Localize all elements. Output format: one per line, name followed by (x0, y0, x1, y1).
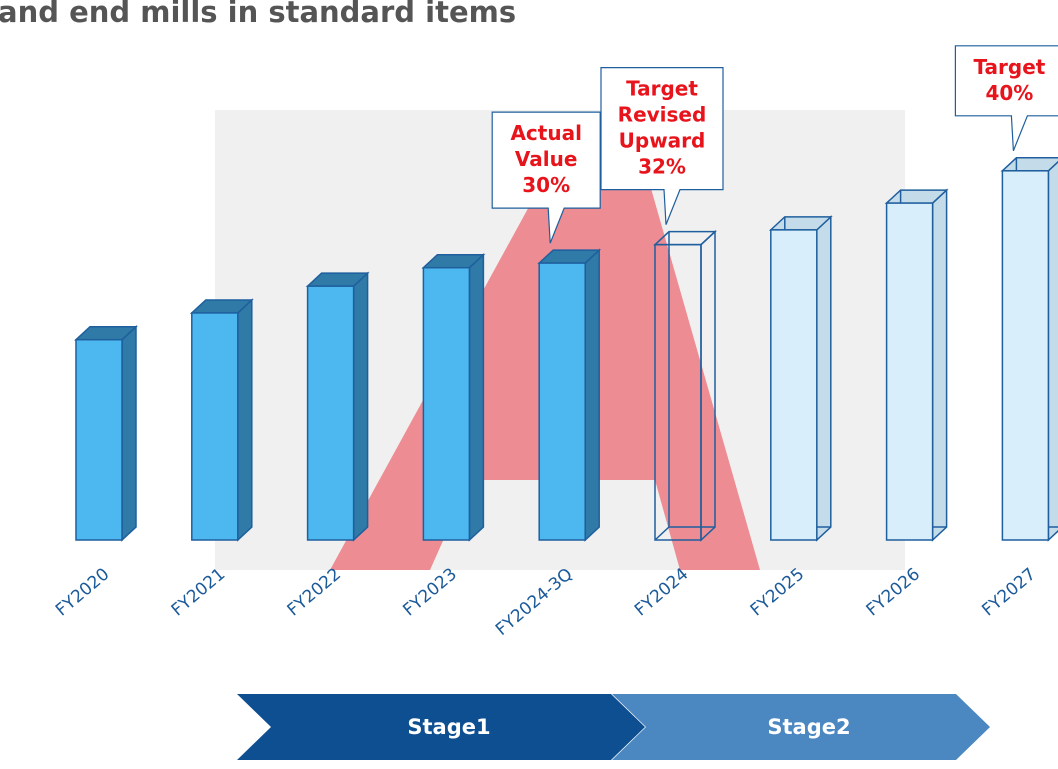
bar (305, 271, 370, 542)
callout-word: Upward (619, 128, 706, 152)
bar (537, 248, 602, 542)
bar-front (422, 266, 471, 541)
callout-text: Target 40% (973, 54, 1045, 104)
bar (768, 215, 833, 542)
bar-side (352, 271, 369, 542)
callout-box (954, 45, 1058, 152)
stage-label: Stage2 (767, 715, 850, 739)
x-tick-label: FY2026 (863, 564, 924, 620)
callout-word: Actual (510, 121, 581, 145)
callout-word: Revised (618, 102, 707, 126)
stage-arrow (237, 694, 645, 760)
x-tick-label: FY2024 (631, 564, 692, 620)
bar-back-edges (654, 526, 715, 541)
bar-side (121, 324, 137, 542)
bar-side (237, 298, 253, 542)
x-tick-label: FY2022 (284, 564, 345, 620)
callout-box (600, 67, 724, 225)
bar-front (538, 262, 586, 541)
x-tick-label: FY2025 (747, 564, 808, 620)
bar-front (885, 202, 934, 541)
bar (884, 188, 949, 542)
bar-top (1000, 157, 1058, 172)
x-tick-label: FY2027 (978, 564, 1039, 620)
stage-arrow (612, 694, 990, 760)
bar (189, 298, 254, 542)
bar-side (1047, 160, 1058, 542)
bar-front (306, 285, 355, 541)
bar-front (75, 338, 123, 541)
bar (653, 229, 717, 542)
callout-text: Actual Value 30% (510, 121, 581, 197)
x-tick-label: FY2021 (168, 564, 229, 620)
bar-front (770, 229, 818, 541)
callout-word: Target (626, 76, 698, 100)
bar-front (1001, 170, 1050, 541)
value-label: 30% (522, 173, 570, 197)
stage-label: Stage1 (407, 715, 490, 739)
bar-side (816, 215, 832, 542)
bar-side (584, 248, 600, 542)
x-tick-label: FY2024-3Q (492, 564, 577, 640)
chart-title: and end mills in standard items (0, 0, 516, 29)
callout-word: Value (515, 147, 578, 171)
bar-side (468, 252, 485, 542)
value-label: 32% (638, 154, 686, 178)
bar (74, 324, 138, 542)
bar-front (654, 243, 702, 541)
bar (1000, 157, 1058, 542)
x-tick-label: FY2020 (52, 564, 113, 620)
bar-side (931, 188, 948, 542)
callout-text: Target Revised Upward 32% (618, 76, 707, 178)
callout-word: Target (973, 54, 1045, 78)
bar (421, 252, 486, 542)
value-label: 40% (985, 80, 1033, 104)
x-tick-label: FY2023 (399, 564, 460, 620)
bar-front (191, 312, 239, 541)
callout-box (491, 111, 601, 244)
